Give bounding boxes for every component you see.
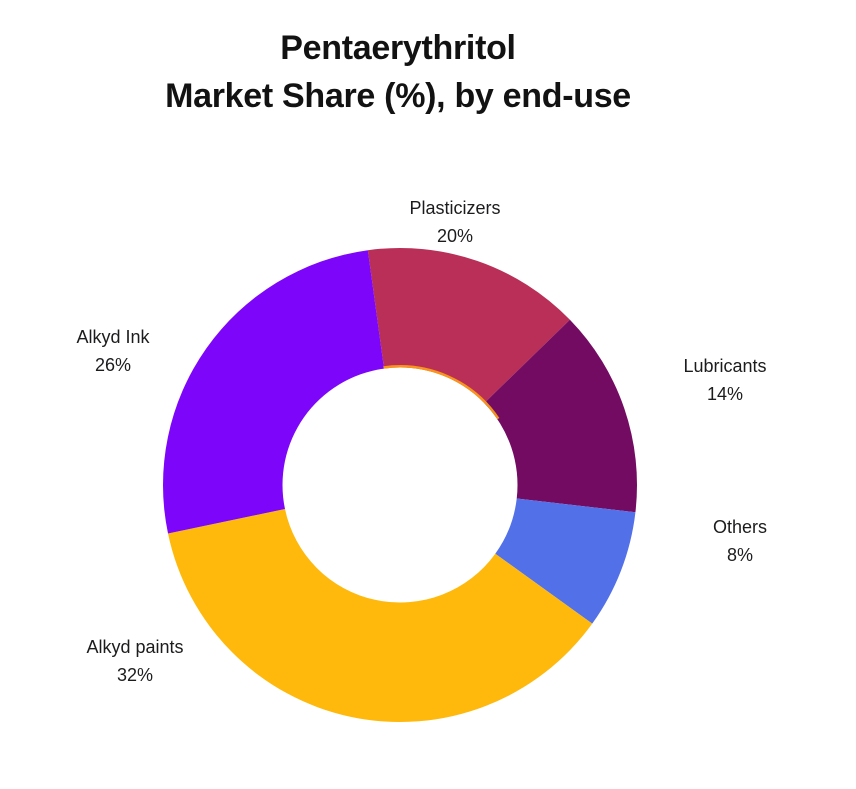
- slice-label-alkyd-paints: Alkyd paints 32%: [86, 633, 183, 689]
- slice-label-percent: 20%: [436, 226, 474, 246]
- slice-label-text: Others: [712, 517, 768, 537]
- slice-label-text: Lubricants: [683, 356, 767, 376]
- chart-title-line2: Market Share (%), by end-use: [165, 77, 631, 115]
- chart-title-line1: Pentaerythritol: [280, 29, 516, 67]
- slice-plasticizers[interactable]: [367, 247, 570, 404]
- slice-label-text: Plasticizers: [409, 198, 501, 218]
- slice-label-plasticizers: Plasticizers 20%: [409, 194, 500, 250]
- slice-label-percent: 14%: [706, 384, 744, 404]
- slice-alkyd-paints[interactable]: [168, 509, 593, 722]
- slice-label-text: Alkyd Ink: [76, 327, 150, 347]
- chart-title: Pentaerythritol Market Share (%), by end…: [0, 24, 796, 120]
- slice-label-text: Alkyd paints: [86, 637, 184, 657]
- slice-label-percent: 32%: [116, 665, 154, 685]
- slice-label-lubricants: Lubricants 14%: [683, 352, 766, 408]
- slice-label-alkyd-ink: Alkyd Ink 26%: [76, 323, 149, 379]
- slice-label-percent: 8%: [726, 545, 753, 565]
- slice-lubricants[interactable]: [484, 319, 637, 513]
- slice-label-percent: 26%: [94, 355, 132, 375]
- inner-edge-artifact-arc: [383, 365, 500, 420]
- slice-label-others: Others 8%: [713, 513, 767, 569]
- slice-others[interactable]: [495, 498, 636, 624]
- slice-alkyd-ink[interactable]: [162, 250, 385, 534]
